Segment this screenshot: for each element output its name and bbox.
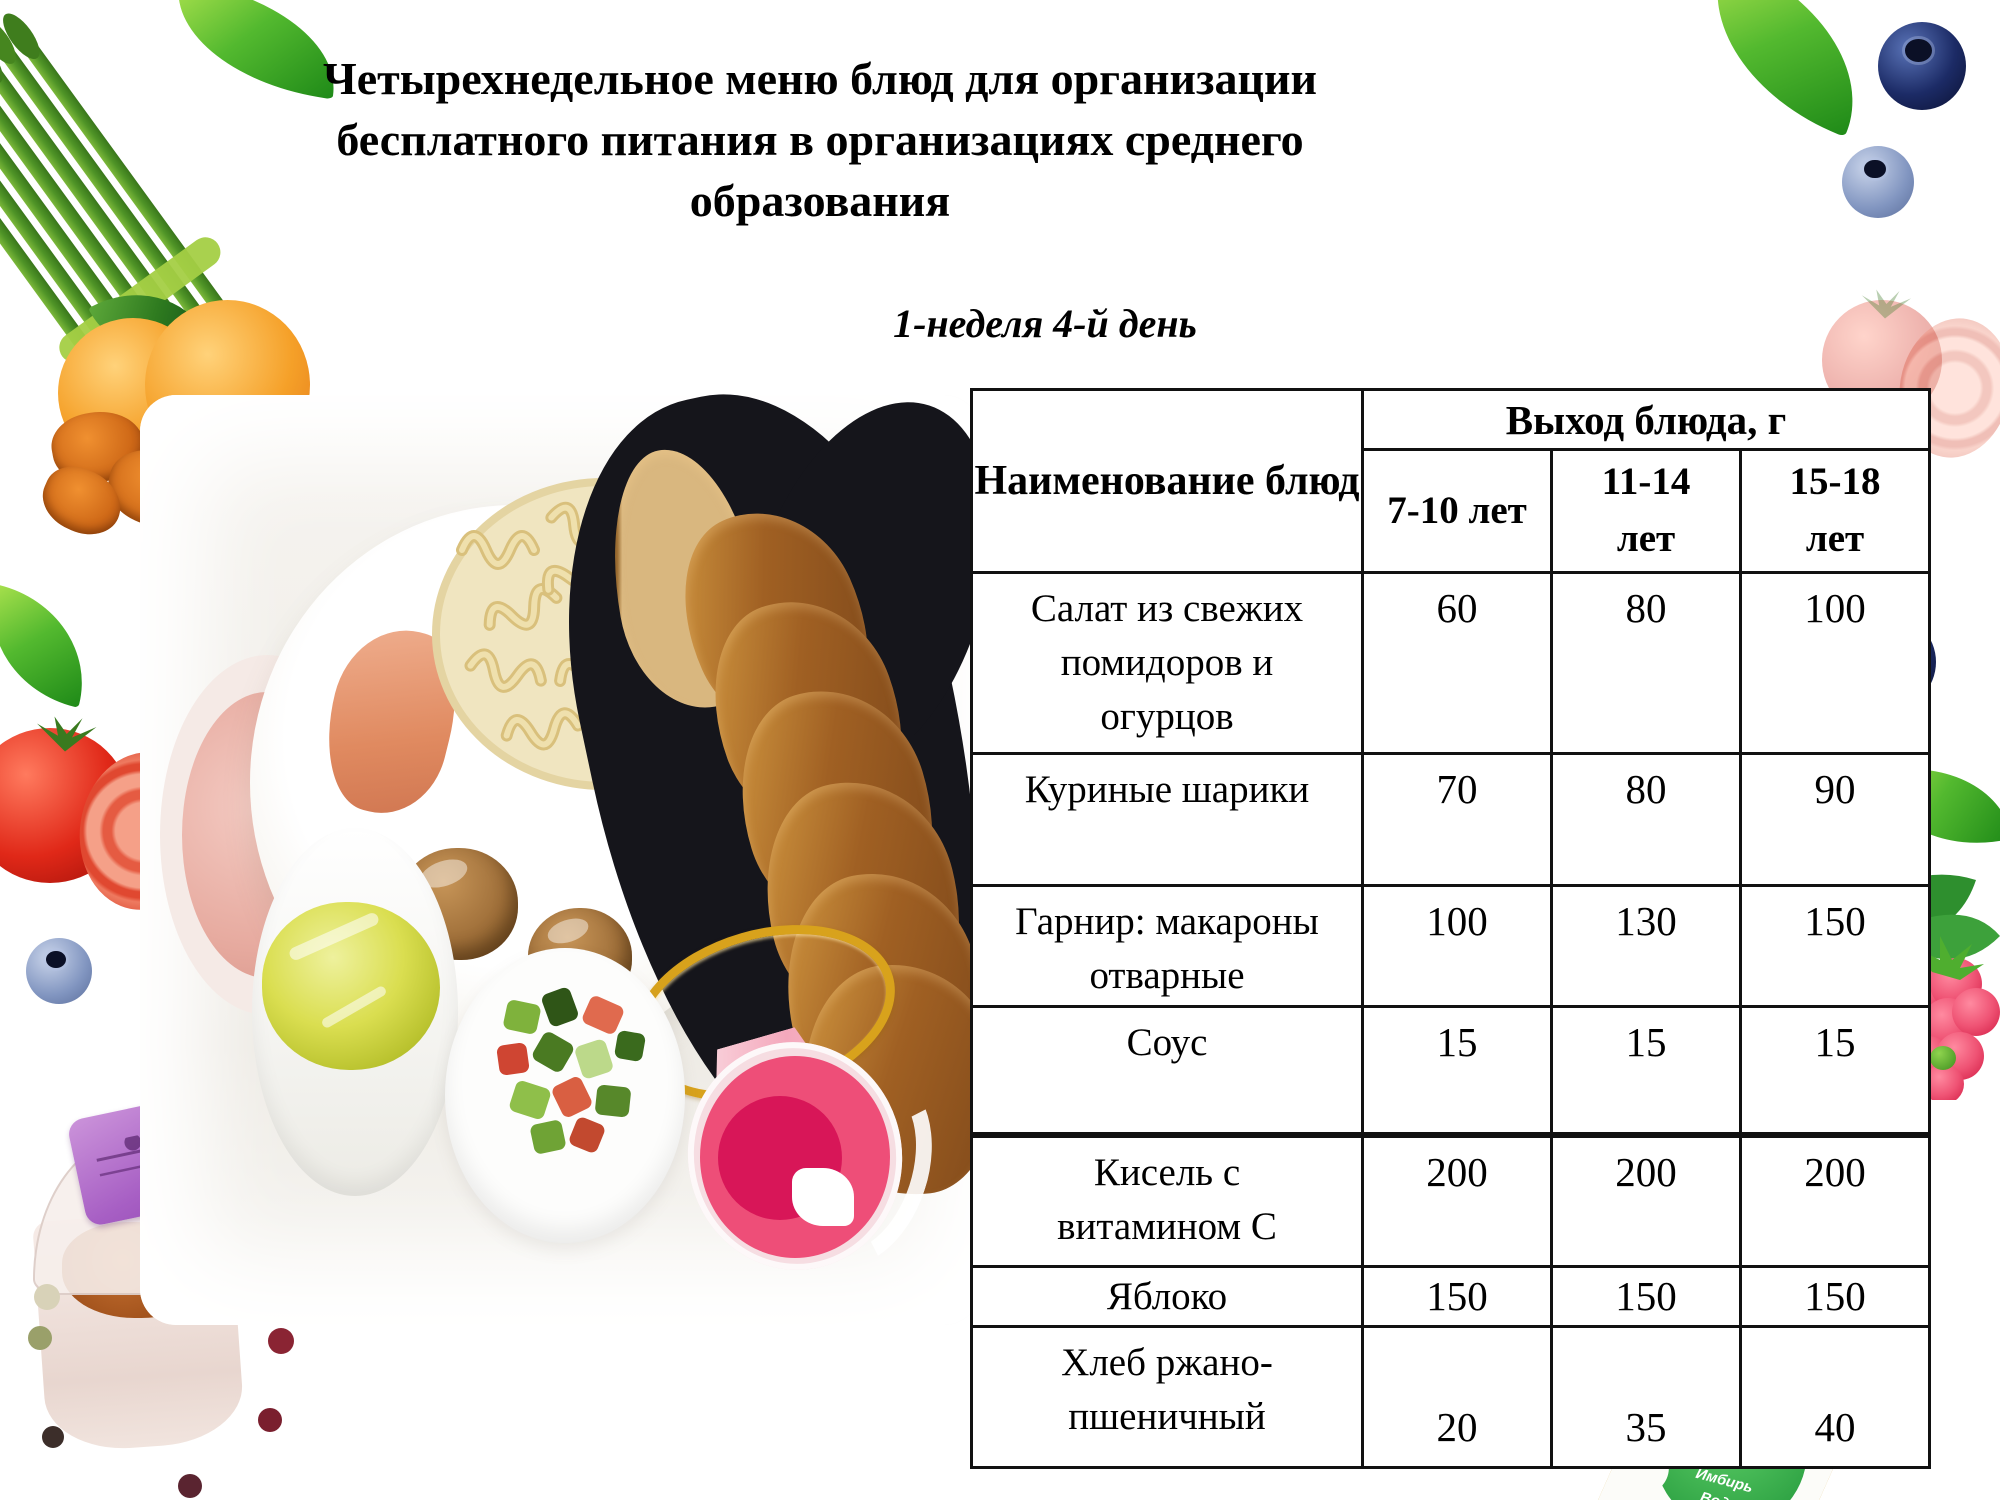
column-header-age-7-10: 7-10 лет <box>1361 448 1553 574</box>
dish-name: Хлеб ржано- пшеничный <box>970 1325 1364 1469</box>
menu-table-header: Наименование блюд Выход блюда, г 7-10 ле… <box>970 388 1931 574</box>
tomato-stem-icon <box>1861 289 1912 319</box>
dish-name: Яблоко <box>970 1265 1364 1328</box>
table-row: Яблоко 150 150 150 <box>970 1265 1931 1328</box>
portion-value: 80 <box>1550 752 1742 887</box>
portion-value: 40 <box>1739 1325 1931 1469</box>
peppercorn-icon <box>258 1408 282 1432</box>
column-header-age-11-14: 11-14 лет <box>1550 448 1742 574</box>
portion-value: 70 <box>1361 752 1553 887</box>
dish-name: Соус <box>970 1005 1364 1137</box>
leaf-icon <box>0 584 103 708</box>
portion-value: 15 <box>1739 1005 1931 1137</box>
green-berry-icon <box>1930 1046 1956 1070</box>
leaf-icon <box>1679 0 1891 137</box>
blueberry-icon <box>1878 22 1966 110</box>
peppercorn-icon <box>34 1284 60 1310</box>
portion-value: 80 <box>1550 571 1742 755</box>
portion-value: 200 <box>1739 1132 1931 1268</box>
portion-value: 100 <box>1361 884 1553 1008</box>
menu-table: Наименование блюд Выход блюда, г 7-10 ле… <box>970 388 1931 1469</box>
blueberry-icon <box>26 938 92 1004</box>
salad-piece <box>594 1084 632 1118</box>
blueberry-icon <box>1842 146 1914 218</box>
page-title: Четырехнедельное меню блюд для организац… <box>322 53 1318 226</box>
drink-reflection <box>792 1168 854 1226</box>
dish-name: Куриные шарики <box>970 752 1364 887</box>
portion-value: 150 <box>1739 1265 1931 1328</box>
portion-value: 150 <box>1550 1265 1742 1328</box>
dish-name: Гарнир: макароны отварные <box>970 884 1364 1008</box>
portion-value: 90 <box>1739 752 1931 887</box>
portion-value: 35 <box>1550 1325 1742 1469</box>
column-header-output: Выход блюда, г <box>1361 388 1931 451</box>
table-row: Гарнир: макароны отварные 100 130 150 <box>970 884 1931 1008</box>
portion-value: 200 <box>1550 1132 1742 1268</box>
page-subtitle: 1-неделя 4-й день <box>893 301 1197 346</box>
table-row: Куриные шарики 70 80 90 <box>970 752 1931 887</box>
salad-piece <box>496 1042 530 1076</box>
column-header-age-15-18: 15-18 лет <box>1739 448 1931 574</box>
peppercorn-icon <box>28 1326 52 1350</box>
table-row: Салат из свежих помидоров и огурцов 60 80 1… <box>970 571 1931 755</box>
peppercorn-icon <box>268 1328 294 1354</box>
portion-value: 15 <box>1361 1005 1553 1137</box>
portion-value: 20 <box>1361 1325 1553 1469</box>
portion-value: 150 <box>1739 884 1931 1008</box>
dish-name: Кисель с витамином С <box>970 1132 1364 1268</box>
portion-value: 150 <box>1361 1265 1553 1328</box>
menu-table-body: Салат из свежих помидоров и огурцов 60 80 1… <box>970 571 1931 1469</box>
portion-value: 130 <box>1550 884 1742 1008</box>
table-row: Хлеб ржано- пшеничный 20 35 40 <box>970 1325 1931 1469</box>
tomato-stem-icon <box>37 716 97 752</box>
peppercorn-icon <box>42 1426 64 1448</box>
portion-value: 200 <box>1361 1132 1553 1268</box>
table-row: Кисель с витамином С 200 200 200 <box>970 1132 1931 1268</box>
salad-piece <box>613 1029 647 1063</box>
portion-value: 60 <box>1361 571 1553 755</box>
column-header-dish: Наименование блюд <box>970 388 1364 574</box>
portion-value: 15 <box>1550 1005 1742 1137</box>
dish-name: Салат из свежих помидоров и огурцов <box>970 571 1364 755</box>
table-row: Соус 15 15 15 <box>970 1005 1931 1137</box>
peppercorn-icon <box>178 1474 202 1498</box>
portion-value: 100 <box>1739 571 1931 755</box>
